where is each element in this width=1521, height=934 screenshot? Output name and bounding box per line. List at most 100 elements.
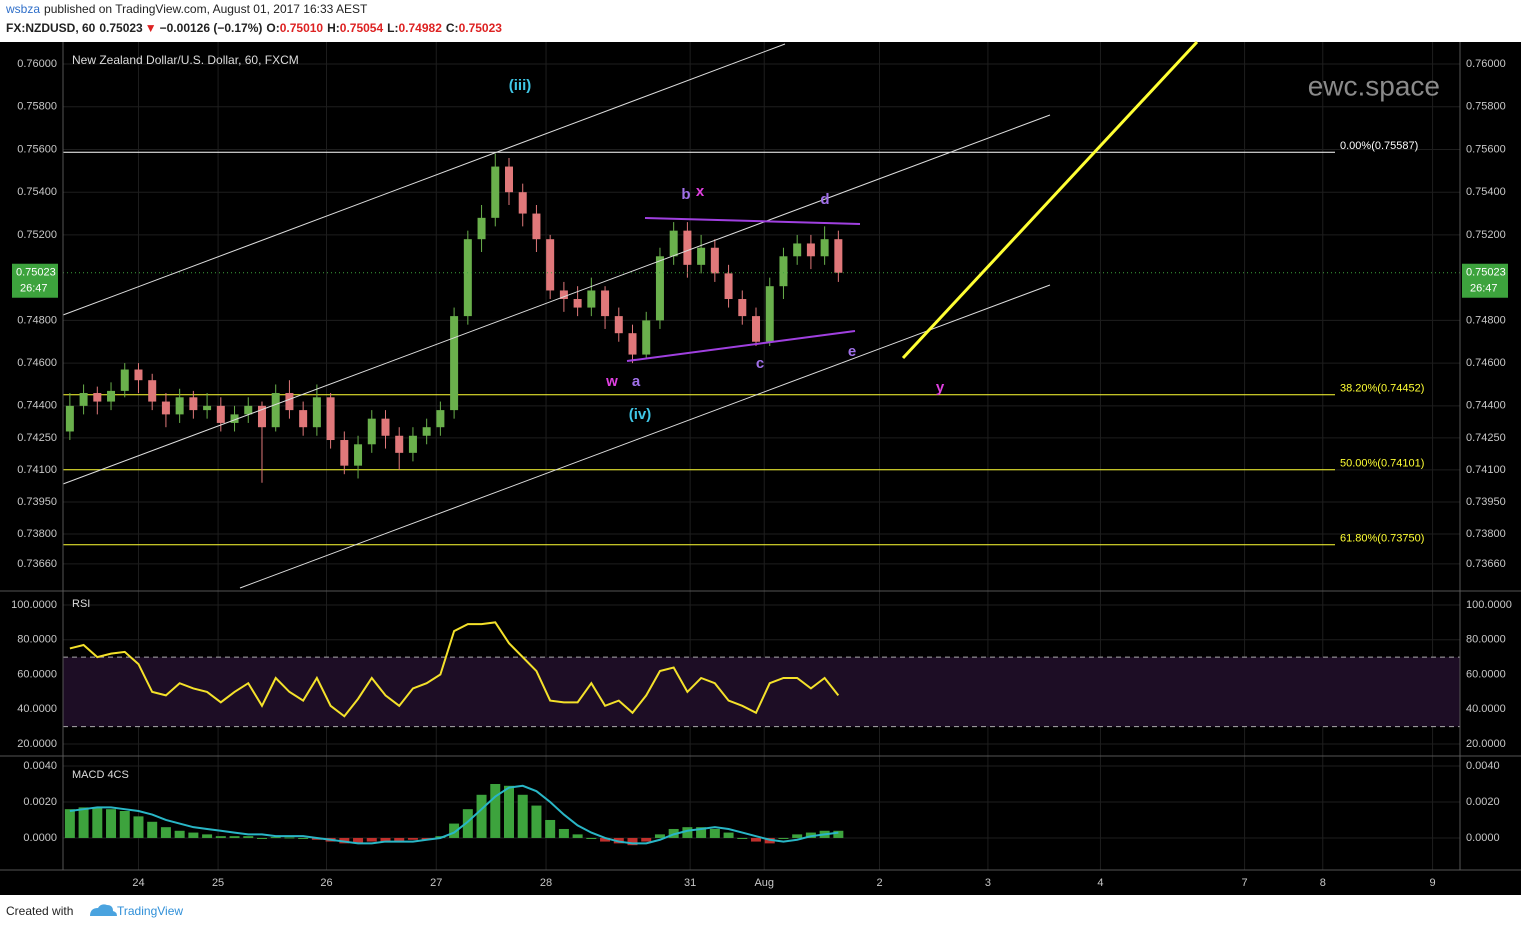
macd-bar (380, 837, 391, 842)
macd-bar (723, 832, 734, 838)
y-tick-label: 100.0000 (11, 599, 57, 611)
macd-bar (270, 837, 281, 839)
candle-body (724, 273, 733, 300)
channel-line (239, 284, 1051, 589)
candle-body (107, 390, 116, 402)
y-tick-label: 0.73660 (1466, 558, 1506, 570)
macd-bar (476, 794, 487, 838)
candle-body (477, 217, 486, 240)
fib-label: 0.00%(0.75587) (1340, 140, 1418, 152)
trend-line (644, 217, 861, 225)
author: wsbza (5, 2, 40, 16)
trend-line (626, 330, 856, 362)
macd-bar (202, 834, 213, 838)
candle-body (491, 166, 500, 218)
candle-body (120, 369, 129, 391)
fib-label: 50.00%(0.74101) (1340, 458, 1424, 470)
countdown: 26:47 (20, 283, 48, 295)
macd-bar (133, 816, 144, 838)
rsi-line (69, 621, 840, 718)
y-tick-label: 0.75600 (1466, 143, 1506, 155)
macd-bar (147, 821, 158, 838)
fib-label: 61.80%(0.73750) (1340, 533, 1424, 545)
price-badge-label: 0.75023 (16, 267, 56, 279)
y-tick-label: 0.75200 (1466, 229, 1506, 241)
macd-bar (503, 785, 514, 838)
candle-body (697, 247, 706, 265)
price-badge (12, 263, 58, 298)
y-tick-label: 0.75400 (17, 186, 57, 198)
x-tick-label: 3 (985, 877, 991, 889)
x-tick-label: 2 (876, 877, 882, 889)
y-tick-label: 40.0000 (1466, 703, 1506, 715)
candle-body (216, 405, 225, 423)
wave-label: y (936, 379, 945, 396)
macd-bar (188, 832, 199, 838)
y-tick-label: 0.74600 (17, 357, 57, 369)
y-tick-label: 0.74400 (1466, 400, 1506, 412)
y-tick-label: 0.74250 (1466, 432, 1506, 444)
published: published on TradingView.com, August 01,… (44, 2, 368, 16)
macd-bar (229, 836, 240, 838)
x-tick-label: 8 (1320, 877, 1326, 889)
candle-body (669, 230, 678, 257)
macd-bar (215, 836, 226, 838)
y-tick-label: 40.0000 (17, 703, 57, 715)
y-tick-label: 0.75400 (1466, 186, 1506, 198)
rsi-band (63, 657, 1460, 727)
macd-bar (106, 809, 117, 838)
y-tick-label: 0.73800 (17, 528, 57, 540)
pane-title: RSI (72, 598, 90, 610)
candle-body (752, 316, 761, 342)
macd-bar (737, 837, 748, 839)
x-tick-label: 27 (430, 877, 442, 889)
candle-body (79, 393, 88, 406)
candle-body (793, 243, 802, 257)
y-tick-label: 0.0040 (23, 760, 57, 772)
macd-bar (572, 834, 583, 838)
publish-line: wsbza published on TradingView.com, Augus… (5, 2, 368, 16)
y-tick-label: 20.0000 (1466, 738, 1506, 750)
macd-bar (298, 837, 309, 839)
x-tick-label: 4 (1097, 877, 1103, 889)
channel-line (62, 43, 786, 316)
ohlc-value: 0.74982 (399, 21, 443, 35)
chart-background (0, 42, 1521, 895)
macd-signal-line (69, 784, 839, 845)
y-tick-label: 0.75600 (17, 143, 57, 155)
macd-bar (160, 827, 171, 838)
y-tick-label: 0.74600 (1466, 357, 1506, 369)
y-tick-label: 0.75800 (1466, 101, 1506, 113)
macd-bar (600, 837, 611, 842)
y-tick-label: 100.0000 (1466, 599, 1512, 611)
wave-label: c (756, 355, 764, 372)
wave-label: a (632, 373, 641, 390)
candle-body (518, 192, 527, 214)
macd-bar (558, 828, 569, 838)
x-tick-label: 9 (1429, 877, 1435, 889)
candle-body (587, 290, 596, 308)
macd-bar (92, 807, 103, 838)
candle-body (738, 299, 747, 317)
footer-brand[interactable]: TradingView (117, 904, 183, 918)
macd-bar (353, 837, 364, 844)
candle-body (299, 410, 308, 428)
candle-body (463, 239, 472, 317)
candle-body (628, 333, 637, 355)
y-tick-label: 0.73950 (1466, 496, 1506, 508)
y-tick-label: 0.76000 (17, 58, 57, 70)
candle-body (683, 230, 692, 265)
y-tick-label: 0.0000 (23, 832, 57, 844)
candle-body (381, 418, 390, 436)
last: 0.75023 (99, 21, 143, 35)
ohlc-key: H: (327, 21, 340, 35)
candle-body (422, 427, 431, 436)
candle-body (655, 256, 664, 321)
wave-label: x (696, 183, 705, 200)
macd-bar (545, 819, 556, 838)
y-tick-label: 0.0000 (1466, 832, 1500, 844)
candle-body (230, 414, 239, 423)
ohlc-key: L: (387, 21, 398, 35)
watermark: ewc.space (1308, 70, 1440, 101)
